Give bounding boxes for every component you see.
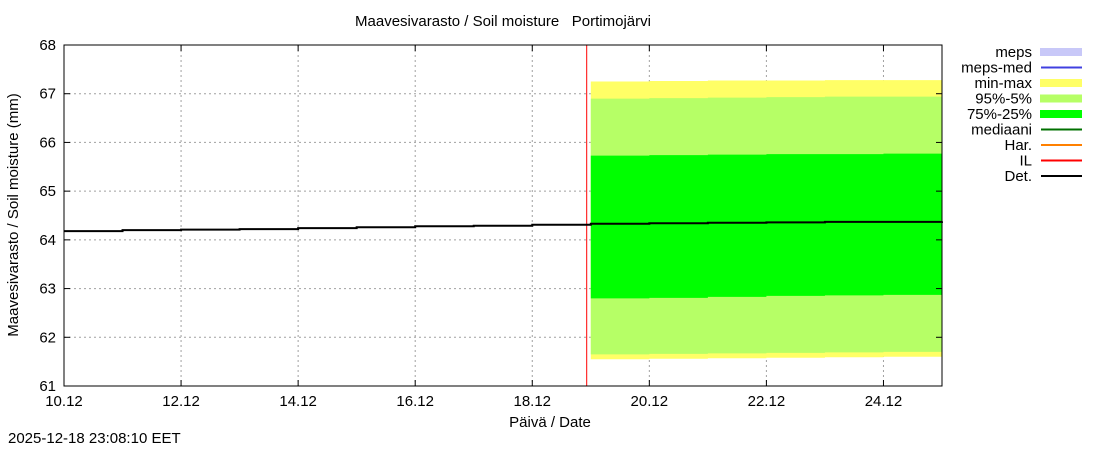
y-tick-label: 61 [39,378,56,395]
legend-label: 95%-5% [975,91,1032,108]
legend-label: Har. [1004,137,1032,154]
legend-label: min-max [974,75,1032,92]
y-tick-label: 62 [39,329,56,346]
lines [64,45,943,386]
legend-swatch [1040,94,1082,103]
x-tick-label: 24.12 [865,393,903,410]
det-line [64,220,943,233]
legend: mepsmeps-medmin-max95%-5%75%-25%mediaani… [961,44,1082,185]
x-tick-label: 18.12 [513,393,551,410]
x-tick-label: 22.12 [748,393,786,410]
y-tick-label: 67 [39,86,56,103]
timestamp: 2025-12-18 23:08:10 EET [8,430,181,447]
x-tick-label: 14.12 [279,393,317,410]
y-axis-label: Maavesivarasto / Soil moisture (mm) [5,93,22,336]
chart-title: Maavesivarasto / Soil moisture Portimojä… [355,13,651,30]
legend-swatch [1040,110,1082,118]
x-tick-label: 10.12 [45,393,83,410]
axes: 61 62 63 64 65 66 67 68 10.12 12.12 14.12 16.12 18.1… [39,37,943,410]
legend-label: Det. [1004,168,1032,185]
legend-label: meps-med [961,60,1032,77]
legend-label: meps [995,44,1032,61]
y-tick-label: 66 [39,134,56,151]
x-tick-label: 20.12 [631,393,669,410]
legend-swatch [1040,48,1082,56]
band-75-25- [590,153,942,299]
legend-label: mediaani [971,122,1032,139]
bands [590,80,942,360]
x-tick-label: 16.12 [396,393,434,410]
y-tick-label: 68 [39,37,56,54]
x-axis-label: Päivä / Date [509,414,591,431]
y-tick-label: 64 [39,232,56,249]
legend-label: IL [1019,153,1032,170]
y-tick-label: 63 [39,281,56,298]
legend-label: 75%-25% [967,106,1032,123]
y-tick-label: 65 [39,183,56,200]
x-tick-label: 12.12 [162,393,200,410]
plot-frame [63,44,943,387]
legend-swatch [1040,79,1082,87]
